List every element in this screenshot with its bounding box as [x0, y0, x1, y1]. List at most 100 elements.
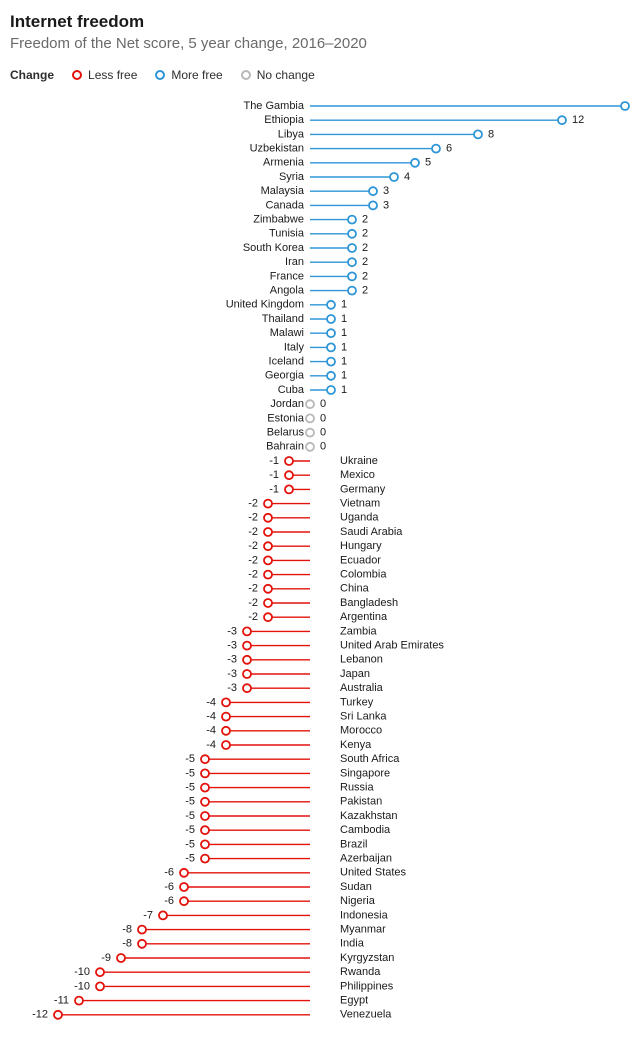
value-label: -2 [248, 596, 258, 608]
row-saudi-arabia: Saudi Arabia-2 [248, 525, 403, 537]
marker [327, 371, 335, 379]
marker [285, 485, 293, 493]
country-label: Thailand [262, 312, 304, 324]
row-india: India -8 [122, 937, 365, 949]
marker [180, 868, 188, 876]
marker [96, 982, 104, 990]
country-label: Tunisia [269, 227, 305, 239]
row-the-gambia: The Gambia [243, 100, 629, 112]
row-armenia: Armenia5 [263, 156, 431, 168]
row-libya: Libya8 [278, 128, 494, 140]
row-bangladesh: Bangladesh-2 [248, 596, 398, 608]
value-label: -5 [185, 852, 195, 864]
country-label: South Korea [243, 241, 305, 253]
value-label: -9 [101, 951, 111, 963]
row-sudan: Sudan -6 [164, 880, 372, 892]
country-label: India [340, 937, 365, 949]
marker [306, 428, 314, 436]
value-label: -6 [164, 866, 174, 878]
country-label: Myanmar [340, 923, 386, 935]
value-label: 1 [341, 312, 347, 324]
marker [348, 258, 356, 266]
country-label: Vietnam [340, 497, 380, 509]
country-label: Hungary [340, 540, 382, 552]
marker [180, 883, 188, 891]
row-indonesia: Indonesia-7 [143, 909, 388, 921]
marker [264, 613, 272, 621]
row-south-korea: South Korea2 [243, 241, 368, 253]
country-label: Egypt [340, 994, 368, 1006]
value-label: -4 [206, 724, 216, 736]
value-label: 2 [362, 227, 368, 239]
country-label: Estonia [267, 412, 305, 424]
value-label: -5 [185, 838, 195, 850]
marker [138, 925, 146, 933]
value-label: 1 [341, 383, 347, 395]
country-label: Nigeria [340, 895, 376, 907]
country-label: Morocco [340, 724, 382, 736]
marker [285, 471, 293, 479]
marker [348, 215, 356, 223]
marker [201, 755, 209, 763]
country-label: Japan [340, 667, 370, 679]
row-uzbekistan: Uzbekistan6 [250, 142, 453, 154]
country-label: Saudi Arabia [340, 525, 403, 537]
row-venezuela: Venezuela-12 [32, 1008, 392, 1020]
value-label: -5 [185, 824, 195, 836]
country-label: Sudan [340, 880, 372, 892]
marker [201, 840, 209, 848]
marker [306, 442, 314, 450]
value-label: -8 [122, 937, 132, 949]
marker [264, 570, 272, 578]
value-label: -2 [248, 554, 258, 566]
country-label: Italy [284, 341, 305, 353]
country-label: Bahrain [266, 440, 304, 452]
country-label: Russia [340, 781, 375, 793]
row-sri-lanka: Sri Lanka-4 [206, 710, 387, 722]
value-label: -10 [74, 966, 90, 978]
marker [201, 854, 209, 862]
country-label: Georgia [265, 369, 305, 381]
country-label: Argentina [340, 611, 388, 623]
value-label: -7 [143, 909, 153, 921]
marker [306, 400, 314, 408]
value-label: -11 [54, 994, 69, 1006]
marker [348, 229, 356, 237]
country-label: United States [340, 866, 407, 878]
country-label: Pakistan [340, 795, 382, 807]
marker [306, 414, 314, 422]
row-uganda: Uganda-2 [248, 511, 379, 523]
row-zambia: Zambia-3 [227, 625, 377, 637]
country-label: China [340, 582, 370, 594]
row-estonia: Estonia0 [267, 412, 326, 424]
legend: Change Less free More free No change [10, 68, 630, 82]
value-label: 0 [320, 426, 326, 438]
country-label: Azerbaijan [340, 852, 392, 864]
country-label: Uzbekistan [250, 142, 304, 154]
country-label: France [270, 270, 304, 282]
value-label: -5 [185, 767, 195, 779]
value-label: 12 [572, 114, 584, 126]
row-cuba: Cuba1 [278, 383, 347, 395]
row-tunisia: Tunisia 2 [269, 227, 368, 239]
value-label: -5 [185, 809, 195, 821]
country-label: Turkey [340, 696, 374, 708]
value-label: -6 [164, 880, 174, 892]
marker [327, 300, 335, 308]
marker [327, 386, 335, 394]
value-label: -1 [269, 469, 279, 481]
row-italy: Italy1 [284, 341, 347, 353]
country-label: Kyrgyzstan [340, 951, 394, 963]
country-label: Canada [265, 199, 304, 211]
value-label: 0 [320, 440, 326, 452]
country-label: Uganda [340, 511, 379, 523]
value-label: 1 [341, 369, 347, 381]
marker [201, 769, 209, 777]
row-cambodia: Cambodia-5 [185, 824, 391, 836]
row-canada: Canada3 [265, 199, 389, 211]
marker [264, 542, 272, 550]
row-jordan: Jordan0 [270, 398, 326, 410]
country-label: Libya [278, 128, 305, 140]
row-united-kingdom: United Kingdom1 [226, 298, 347, 310]
row-malaysia: Malaysia3 [261, 185, 390, 197]
